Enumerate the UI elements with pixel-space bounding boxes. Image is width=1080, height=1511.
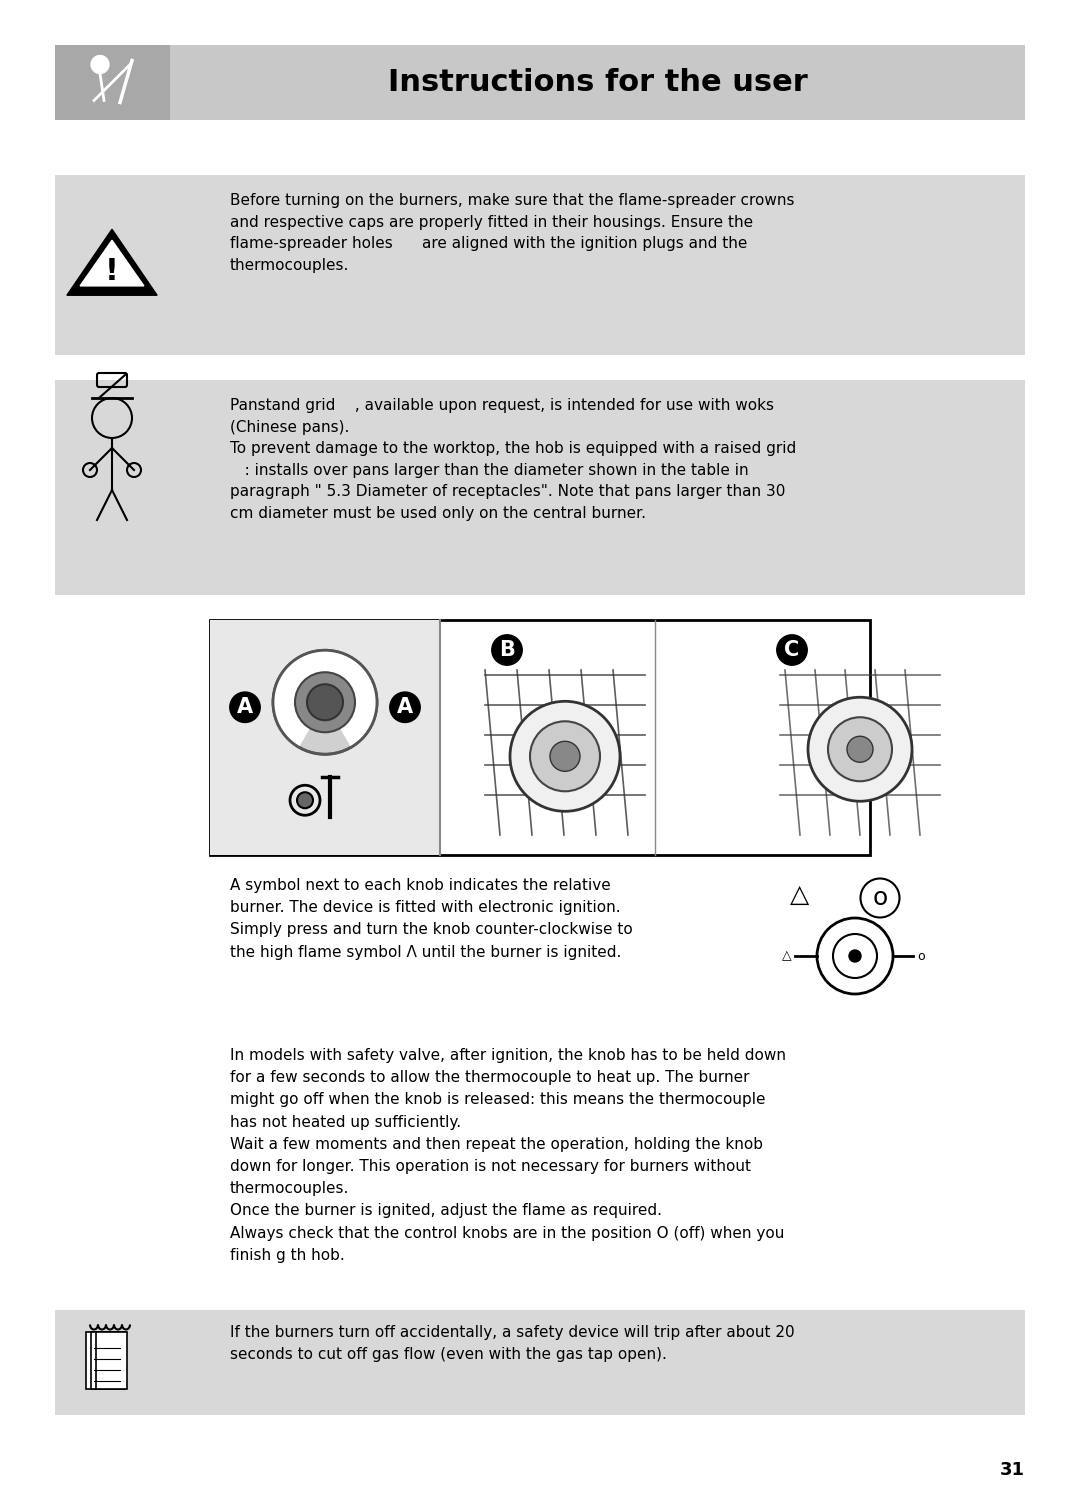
Text: A symbol next to each knob indicates the relative
burner. The device is fitted w: A symbol next to each knob indicates the… — [230, 878, 633, 959]
FancyBboxPatch shape — [91, 1331, 125, 1389]
Text: o: o — [917, 949, 924, 963]
Polygon shape — [80, 240, 144, 286]
Circle shape — [307, 684, 343, 721]
Text: Before turning on the burners, make sure that the flame-spreader crowns
and resp: Before turning on the burners, make sure… — [230, 193, 795, 273]
FancyBboxPatch shape — [55, 1310, 1025, 1414]
Text: Panstand grid    , available upon request, is intended for use with woks
(Chines: Panstand grid , available upon request, … — [230, 397, 796, 521]
Text: △: △ — [782, 949, 792, 963]
Text: !: ! — [105, 257, 119, 286]
Circle shape — [295, 672, 355, 733]
FancyBboxPatch shape — [55, 45, 170, 119]
Circle shape — [297, 792, 313, 808]
Circle shape — [808, 697, 912, 801]
FancyBboxPatch shape — [210, 620, 440, 855]
Text: A: A — [237, 697, 253, 718]
Circle shape — [847, 736, 873, 762]
Text: B: B — [499, 641, 515, 660]
Circle shape — [273, 650, 377, 754]
Circle shape — [530, 721, 600, 792]
Text: 31: 31 — [1000, 1461, 1025, 1479]
FancyBboxPatch shape — [86, 1331, 123, 1389]
FancyBboxPatch shape — [170, 45, 1025, 119]
Text: o: o — [873, 885, 888, 910]
Circle shape — [849, 950, 861, 963]
Text: If the burners turn off accidentally, a safety device will trip after about 20
s: If the burners turn off accidentally, a … — [230, 1325, 795, 1361]
FancyBboxPatch shape — [55, 175, 1025, 355]
Text: C: C — [784, 641, 799, 660]
Text: In models with safety valve, after ignition, the knob has to be held down
for a : In models with safety valve, after ignit… — [230, 1049, 786, 1263]
Circle shape — [510, 701, 620, 811]
Text: Instructions for the user: Instructions for the user — [388, 68, 808, 97]
Circle shape — [828, 718, 892, 781]
FancyBboxPatch shape — [96, 1331, 127, 1389]
FancyBboxPatch shape — [55, 379, 1025, 595]
Wedge shape — [273, 650, 377, 748]
Circle shape — [550, 742, 580, 771]
Polygon shape — [91, 56, 109, 74]
Text: △: △ — [789, 882, 809, 907]
Polygon shape — [67, 230, 157, 295]
Text: A: A — [397, 697, 413, 718]
FancyBboxPatch shape — [210, 620, 870, 855]
